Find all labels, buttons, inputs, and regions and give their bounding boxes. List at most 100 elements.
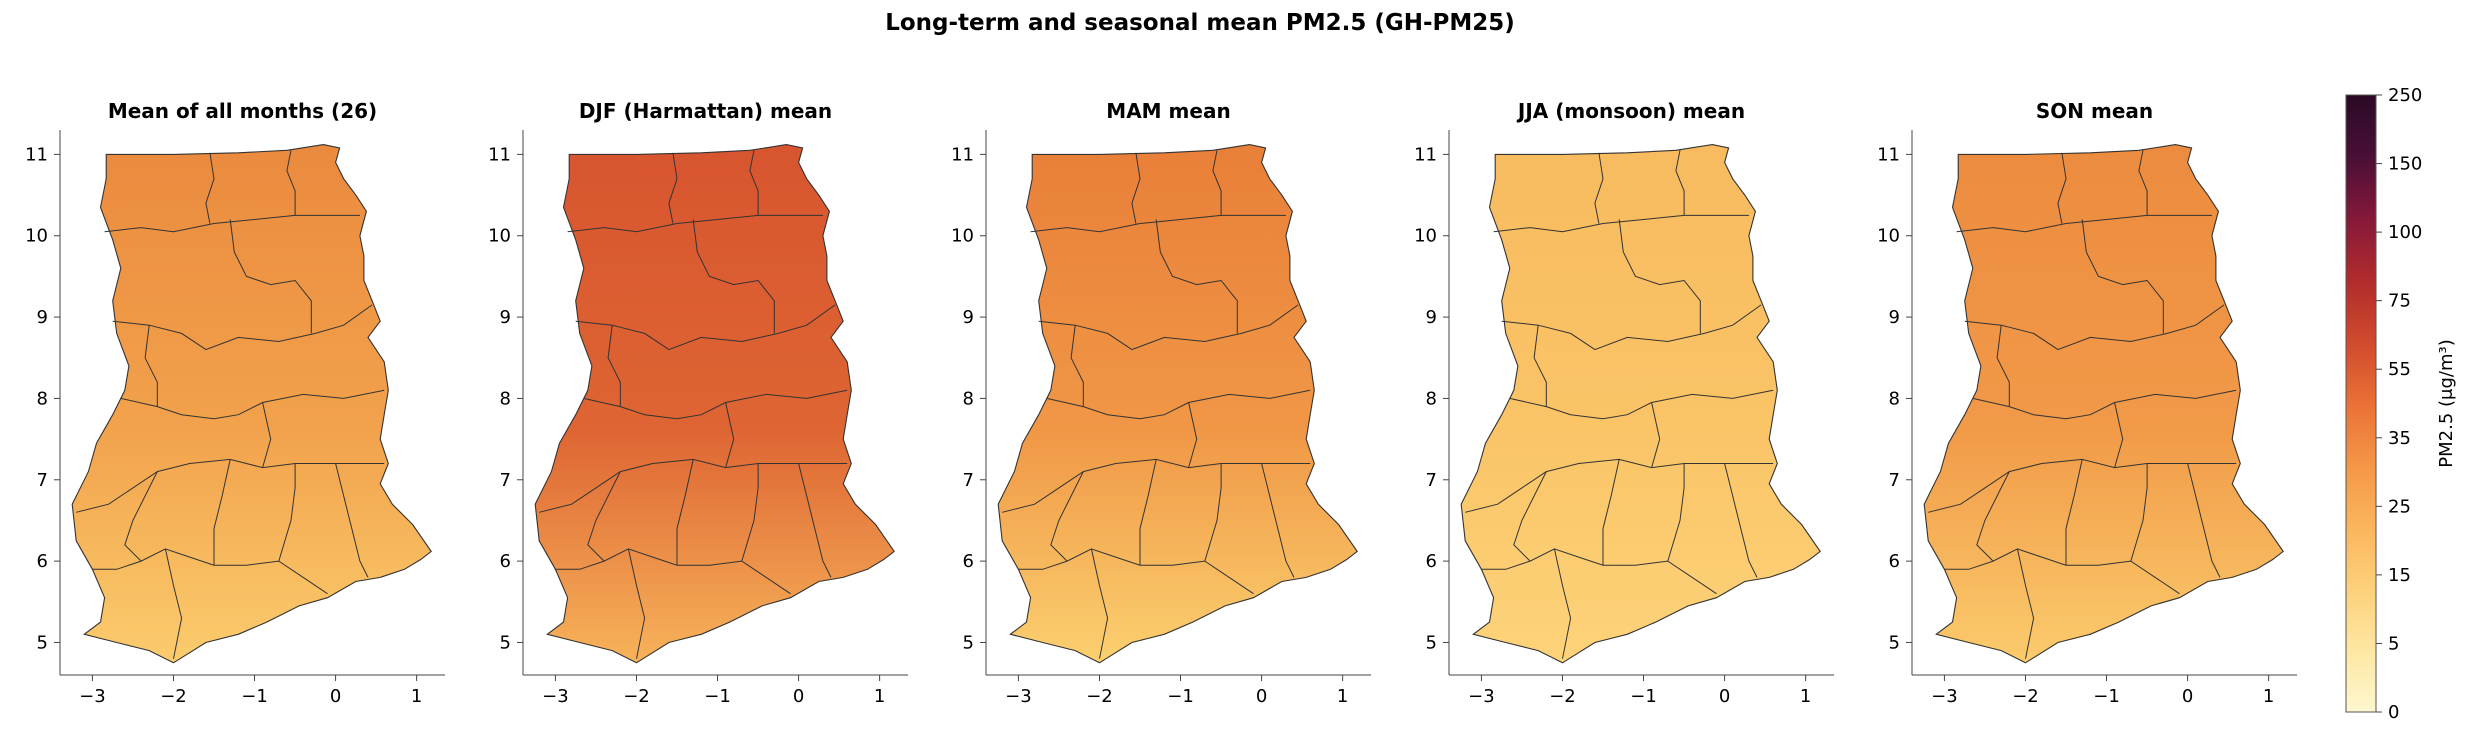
y-tick-label: 5 xyxy=(1889,632,1900,653)
region-border xyxy=(2130,463,2148,562)
x-tick-label: 0 xyxy=(2182,686,2193,707)
colorbar-gradient xyxy=(2345,94,2377,713)
y-tick-label: 9 xyxy=(500,307,511,328)
region-border xyxy=(676,459,694,566)
y-tick-label: 7 xyxy=(1426,470,1437,491)
colorbar-tick-label: 25 xyxy=(2388,496,2411,517)
region-border xyxy=(567,214,823,233)
x-tick-label: 1 xyxy=(1337,686,1348,707)
y-tick-label: 6 xyxy=(37,551,48,572)
region-border xyxy=(627,548,646,659)
panel-title: MAM mean xyxy=(1106,99,1230,123)
region-border xyxy=(124,471,158,562)
region-border xyxy=(1928,458,2237,513)
colorbar-tick-label: 35 xyxy=(2388,428,2411,449)
region-border xyxy=(2081,219,2164,334)
region-border xyxy=(607,325,621,407)
region-border xyxy=(278,463,296,562)
region-border xyxy=(92,548,328,595)
region-border xyxy=(1481,548,1717,595)
y-tick-label: 7 xyxy=(1889,470,1900,491)
region-border xyxy=(1212,150,1222,216)
region-border xyxy=(1964,304,2225,351)
y-tick-label: 10 xyxy=(488,226,511,247)
region-border xyxy=(1070,325,1084,407)
region-border xyxy=(1667,463,1685,562)
region-border xyxy=(1724,463,1758,578)
colorbar-tick-label: 250 xyxy=(2388,85,2422,106)
x-tick-label: −3 xyxy=(1005,686,1032,707)
country-shape xyxy=(997,144,1358,664)
region-border xyxy=(104,214,360,233)
x-tick-label: −2 xyxy=(1549,686,1576,707)
region-border xyxy=(1553,548,1572,659)
y-tick-label: 10 xyxy=(25,226,48,247)
region-border xyxy=(1594,152,1604,224)
region-border xyxy=(335,463,369,578)
region-border xyxy=(1618,219,1701,334)
region-border xyxy=(539,458,848,513)
y-tick-label: 10 xyxy=(1877,226,1900,247)
country-shape xyxy=(1923,144,2284,664)
y-tick-label: 8 xyxy=(1889,388,1900,409)
region-border xyxy=(1465,458,1774,513)
colorbar: 0 5 15 25 35 55 75 100 150 250 PM2.5 (μg/m³) xyxy=(2345,85,2457,723)
y-tick-label: 11 xyxy=(951,144,974,165)
x-tick-label: 1 xyxy=(1800,686,1811,707)
x-tick-label: −2 xyxy=(2012,686,2039,707)
region-border xyxy=(1509,389,1774,420)
x-tick-label: 1 xyxy=(874,686,885,707)
region-border xyxy=(741,463,759,562)
map-panel-4: −3 −2 −1 0 1 5 6 7 8 9 10 11 JJA (monsoon) mean xyxy=(1414,99,1834,707)
x-tick-label: −1 xyxy=(704,686,731,707)
region-border xyxy=(555,548,791,595)
region-border xyxy=(1188,402,1198,468)
x-tick-label: −3 xyxy=(79,686,106,707)
region-border xyxy=(1972,389,2237,420)
region-border xyxy=(120,389,385,420)
x-tick-label: 0 xyxy=(1719,686,1730,707)
region-border xyxy=(692,219,775,334)
region-border xyxy=(1050,471,1084,562)
colorbar-tick-label: 150 xyxy=(2388,154,2422,175)
region-border xyxy=(205,152,215,224)
region-border xyxy=(112,304,373,351)
region-border xyxy=(1533,325,1547,407)
figure-title: Long-term and seasonal mean PM2.5 (GH-PM… xyxy=(885,10,1515,36)
y-tick-label: 10 xyxy=(951,226,974,247)
y-tick-label: 7 xyxy=(963,470,974,491)
region-border xyxy=(1956,214,2212,233)
region-border xyxy=(2065,459,2083,566)
region-border xyxy=(749,150,759,216)
region-border xyxy=(2138,150,2148,216)
y-tick-label: 11 xyxy=(488,144,511,165)
panel-title: Mean of all months (26) xyxy=(108,99,377,123)
region-border xyxy=(1030,214,1286,233)
region-border xyxy=(587,471,621,562)
colorbar-tick-label: 5 xyxy=(2388,633,2399,654)
y-tick-label: 9 xyxy=(37,307,48,328)
region-border xyxy=(229,219,312,334)
y-tick-label: 9 xyxy=(963,307,974,328)
y-tick-label: 9 xyxy=(1889,307,1900,328)
region-border xyxy=(1038,304,1299,351)
region-border xyxy=(1944,548,2180,595)
x-tick-label: −2 xyxy=(623,686,650,707)
region-border xyxy=(2057,152,2067,224)
y-tick-label: 11 xyxy=(25,144,48,165)
x-tick-label: 0 xyxy=(1256,686,1267,707)
x-tick-label: −3 xyxy=(1468,686,1495,707)
region-border xyxy=(164,548,183,659)
x-tick-label: 0 xyxy=(793,686,804,707)
x-tick-label: −3 xyxy=(542,686,569,707)
x-tick-label: −1 xyxy=(2093,686,2120,707)
x-tick-label: 1 xyxy=(2263,686,2274,707)
region-border xyxy=(1046,389,1311,420)
map-panel-2: −3 −2 −1 0 1 5 6 7 8 9 10 11 DJF (Harmattan) mean xyxy=(488,99,908,707)
colorbar-tick-label: 55 xyxy=(2388,359,2411,380)
region-border xyxy=(575,304,836,351)
colorbar-tick-label: 100 xyxy=(2388,222,2422,243)
region-border xyxy=(583,389,848,420)
y-tick-label: 5 xyxy=(37,632,48,653)
